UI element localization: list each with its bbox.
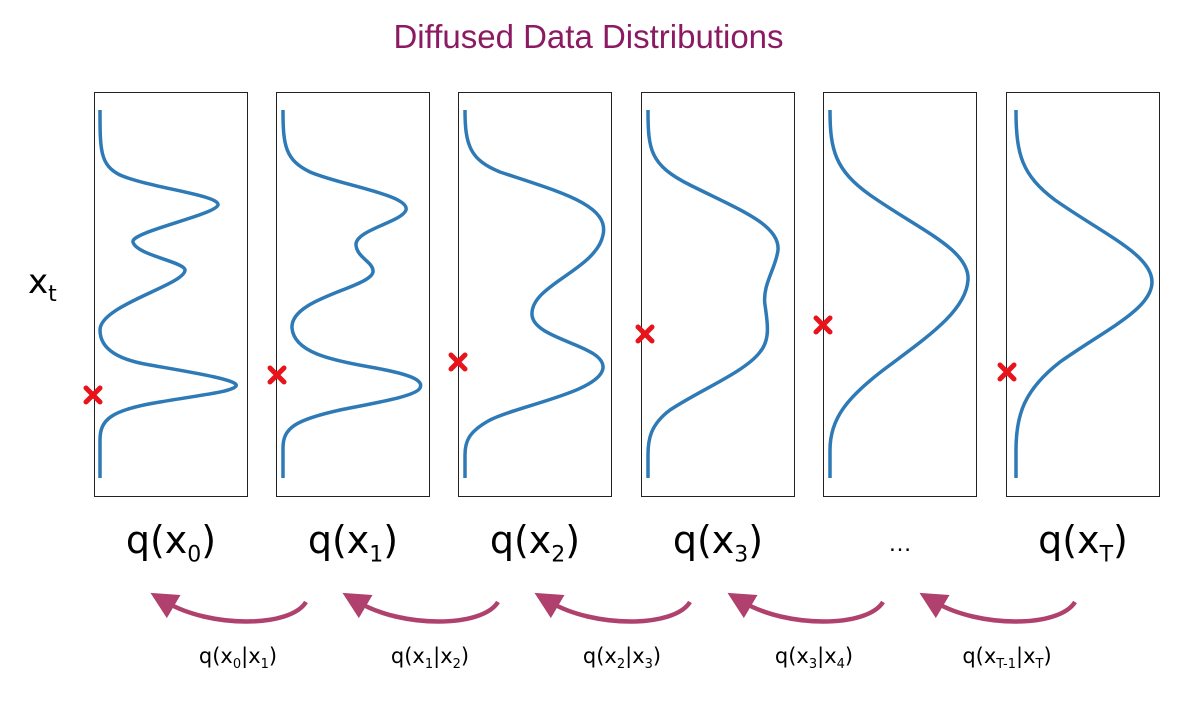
sample-marker-0 <box>83 385 103 405</box>
density-curve-2 <box>463 109 606 478</box>
conditional-label-1: q(x1|x2) <box>390 644 470 673</box>
distribution-label-3: q(x3) <box>672 518 764 568</box>
reverse-arrow-1 <box>342 592 500 624</box>
diagram-title: Diffused Data Distributions <box>393 18 784 55</box>
distribution-label-1: q(x1) <box>307 518 399 568</box>
conditional-label-0: q(x0|x1) <box>198 644 278 673</box>
ellipsis: … <box>888 530 912 557</box>
distribution-label-0: q(x0) <box>125 518 217 568</box>
sample-marker-3 <box>635 324 655 344</box>
reverse-arrow-3 <box>727 592 885 624</box>
distribution-panel-0 <box>94 92 248 497</box>
sample-marker-1 <box>267 365 287 385</box>
distribution-panel-5 <box>1006 92 1160 497</box>
density-curve-4 <box>828 109 970 478</box>
reverse-arrow-2 <box>534 592 692 624</box>
density-curve-0 <box>98 109 238 478</box>
conditional-label-4: q(xT-1|xT) <box>962 644 1052 673</box>
density-curve-5 <box>1014 109 1154 478</box>
distribution-panel-3 <box>641 92 795 497</box>
distribution-panel-2 <box>458 92 612 497</box>
conditional-label-3: q(x3|x4) <box>774 644 854 673</box>
conditional-label-2: q(x2|x3) <box>582 644 662 673</box>
distribution-label-T: q(xT) <box>1038 518 1128 568</box>
density-curve-3 <box>646 109 780 478</box>
distribution-panel-1 <box>276 92 430 497</box>
sample-marker-4 <box>813 315 833 335</box>
sample-marker-2 <box>448 352 468 372</box>
distribution-label-2: q(x2) <box>489 518 581 568</box>
sample-marker-5 <box>997 362 1017 382</box>
y-axis-label: xt <box>28 262 57 307</box>
distribution-panel-4 <box>823 92 977 497</box>
reverse-arrow-4 <box>919 592 1077 624</box>
reverse-arrow-0 <box>150 592 308 624</box>
density-curve-1 <box>281 109 423 478</box>
